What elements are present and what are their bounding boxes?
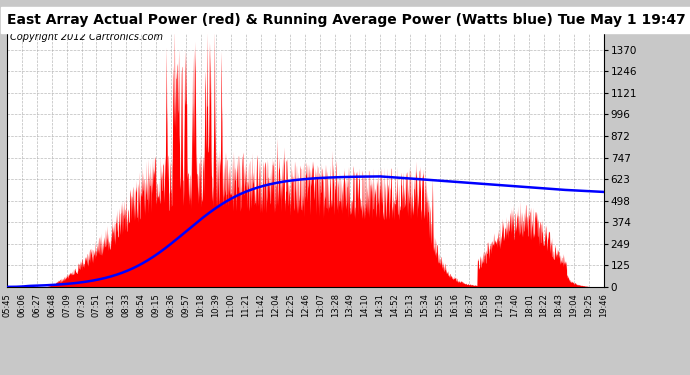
Text: Copyright 2012 Cartronics.com: Copyright 2012 Cartronics.com — [10, 32, 163, 42]
Text: East Array Actual Power (red) & Running Average Power (Watts blue) Tue May 1 19:: East Array Actual Power (red) & Running … — [7, 13, 686, 27]
